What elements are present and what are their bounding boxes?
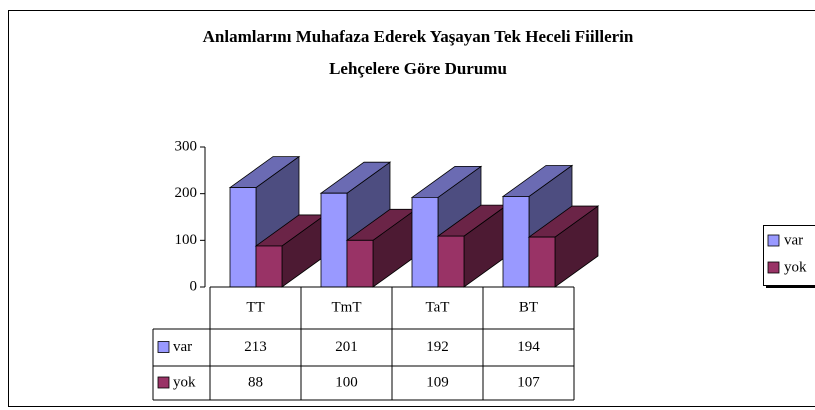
bar-face [229,187,257,288]
bar [345,208,418,288]
table-value: 88 [248,374,263,390]
table-value: 192 [426,339,449,355]
x-tick-label: TT [246,299,264,315]
x-tick-label: BT [519,299,538,315]
legend-key [767,234,780,247]
bar [254,214,327,288]
table-value: 107 [517,374,540,390]
table-key [157,341,170,353]
x-tick-label: TaT [426,299,450,315]
table-series-label: yok [173,374,196,390]
table-value: 100 [335,374,358,390]
table-value: 213 [244,339,267,355]
table-series-label: var [173,339,192,355]
table-key [157,376,170,389]
legend-label: var [784,232,803,248]
bar-face [437,235,465,288]
bar-face [528,236,556,288]
y-tick-label: 300 [175,138,198,154]
bar-face [255,245,283,288]
bar-face [411,196,439,288]
table-value: 201 [335,339,358,355]
bar-face [346,239,374,288]
table-value: 194 [517,339,540,355]
bar-face [320,192,348,288]
x-tick-label: TmT [332,299,362,315]
y-tick-label: 0 [190,278,198,294]
table-value: 109 [426,374,449,390]
y-tick-label: 100 [175,232,198,248]
legend-key [767,261,780,274]
legend-label: yok [784,259,807,275]
chart-title: Anlamlarını Muhafaza Ederek Yaşayan Tek … [203,27,634,46]
chart-title: Lehçelere Göre Durumu [329,59,507,78]
y-tick-label: 200 [175,185,198,201]
bar [527,205,600,288]
bar-face [502,196,530,288]
